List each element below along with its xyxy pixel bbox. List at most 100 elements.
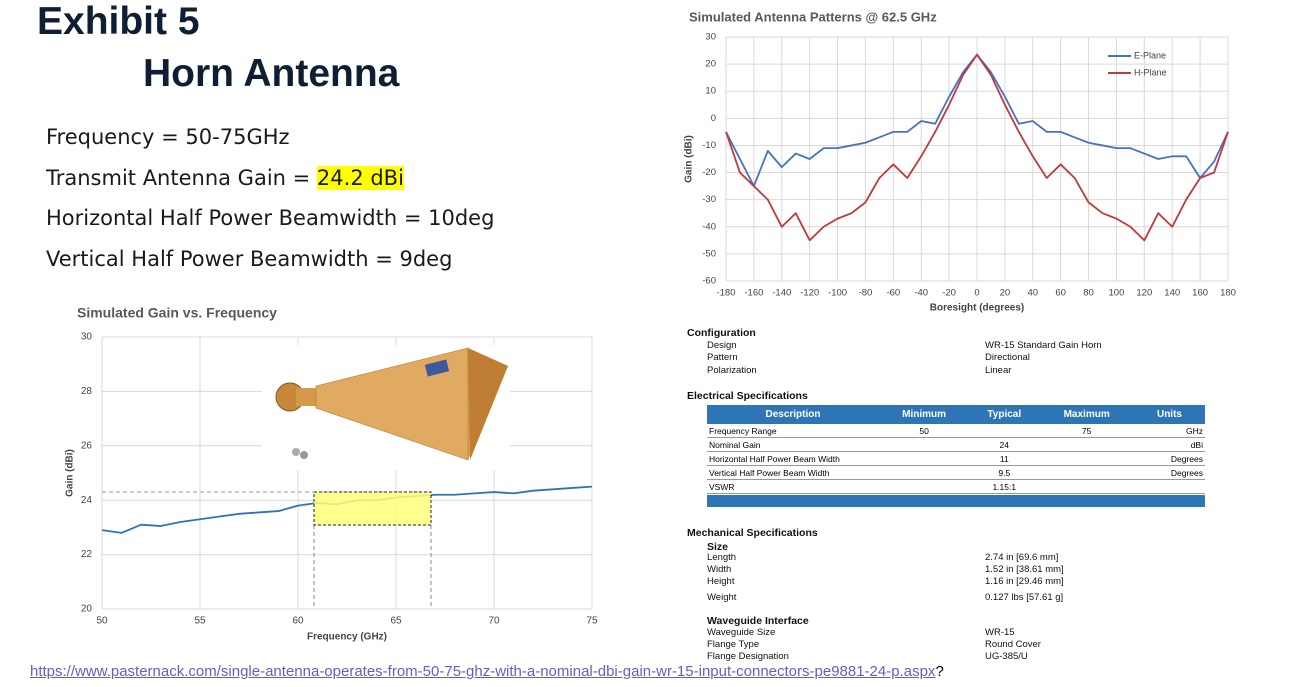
spec-key: Weight — [707, 591, 737, 603]
x-axis-label: Frequency (GHz) — [307, 632, 387, 643]
spec-value: WR-15 Standard Gain Horn — [985, 340, 1102, 351]
section-title: Mechanical Specifications — [687, 527, 818, 539]
x-tick-label: 60 — [292, 616, 304, 627]
table-cell: Degrees — [1133, 465, 1205, 480]
spec-line: Vertical Half Power Beamwidth = 9deg — [46, 247, 452, 271]
table-row: VSWR 1.15:1 — [707, 479, 1205, 494]
spec-key: Pattern — [707, 352, 738, 364]
source-link[interactable]: https://www.pasternack.com/single-antenn… — [30, 663, 936, 680]
spec-value: 0.127 lbs [57.61 g] — [985, 591, 1064, 603]
annotation — [102, 491, 432, 609]
x-tick-label: 0 — [974, 288, 979, 299]
spec-key: Flange Designation — [707, 651, 789, 662]
table-cell — [879, 451, 970, 466]
table-cell — [879, 437, 970, 452]
y-tick-label: 26 — [81, 440, 93, 451]
x-tick-label: 50 — [96, 616, 108, 627]
x-tick-label: 40 — [1027, 288, 1038, 299]
spec-key: Waveguide Size — [707, 627, 776, 638]
spec-highlight: 24.2 dBi — [316, 165, 404, 190]
x-tick-label: -180 — [716, 288, 735, 299]
x-tick-label: 75 — [586, 616, 598, 627]
spec-value: 2.74 in [69.6 mm] — [985, 552, 1059, 563]
footer: https://www.pasternack.com/single-antenn… — [30, 663, 944, 680]
horn-image — [262, 345, 510, 470]
y-tick-label: -20 — [702, 167, 716, 178]
x-tick-label: -20 — [942, 288, 956, 299]
x-axis-label: Boresight (degrees) — [930, 303, 1024, 314]
table-cell — [969, 424, 1040, 438]
spec-value: WR-15 — [985, 627, 1015, 638]
x-tick-label: 70 — [488, 616, 500, 627]
spec-key: Height — [707, 575, 735, 587]
table-cell: GHz — [1133, 424, 1205, 438]
section-title: Electrical Specifications — [687, 390, 808, 402]
table-row: Nominal Gain 24 dBi — [707, 437, 1205, 452]
legend-label: E-Plane — [1134, 50, 1166, 60]
x-tick-label: 160 — [1192, 288, 1208, 299]
y-tick-label: 24 — [81, 495, 93, 506]
x-tick-label: -60 — [886, 288, 900, 299]
table-row: Frequency Range 50 75 GHz — [707, 424, 1205, 438]
subtitle: Horn Antenna — [143, 52, 400, 95]
x-tick-label: -40 — [914, 288, 928, 299]
x-tick-label: 100 — [1109, 288, 1125, 299]
spec-text: Transmit Antenna Gain = — [46, 165, 317, 190]
legend-label: H-Plane — [1134, 67, 1167, 77]
pattern-chart: Simulated Antenna Patterns @ 62.5 GHz Gai… — [684, 9, 1236, 314]
table-footer-bar — [707, 495, 1205, 507]
y-tick-label: 20 — [705, 59, 716, 70]
table-cell: 75 — [1039, 424, 1134, 438]
x-tick-label: 60 — [1055, 288, 1066, 299]
spec-line: Horizontal Half Power Beamwidth = 10deg — [46, 206, 494, 230]
chart-title: Simulated Antenna Patterns @ 62.5 GHz — [689, 9, 937, 24]
table-cell: 1.15:1 — [969, 479, 1040, 494]
subsection-title: Size — [707, 541, 729, 553]
spec-table: Description Minimum Typical Maximum Units Fre… — [707, 405, 1205, 494]
x-tick-label: -120 — [800, 288, 819, 299]
table-cell: Vertical Half Power Beam Width — [707, 465, 879, 480]
spec-text: Frequency = 50-75GHz — [46, 125, 290, 149]
table-row: Vertical Half Power Beam Width 9.5 Degrees — [707, 465, 1205, 480]
x-tick-label: -100 — [828, 288, 847, 299]
table-cell: Nominal Gain — [707, 437, 879, 452]
y-tick-label: 20 — [81, 604, 93, 615]
x-tick-label: 55 — [194, 616, 206, 627]
x-tick-label: -140 — [772, 288, 791, 299]
y-tick-label: 10 — [705, 86, 716, 97]
table-cell: Degrees — [1133, 451, 1205, 466]
table-cell — [879, 479, 970, 494]
spec-key: Length — [707, 552, 737, 563]
spec-value: 1.16 in [29.46 mm] — [985, 575, 1064, 587]
table-cell — [1039, 465, 1134, 480]
table-row: Horizontal Half Power Beam Width 11 Degree… — [707, 451, 1205, 466]
y-tick-label: -40 — [702, 221, 716, 232]
spec-value: UG-385/U — [985, 651, 1028, 662]
spec-key: Flange Type — [707, 639, 760, 650]
section-title: Configuration — [687, 327, 756, 339]
y-tick-label: -60 — [702, 276, 716, 287]
spec-value: Directional — [985, 352, 1030, 364]
table-cell: 11 — [969, 451, 1040, 466]
table-cell: 9.5 — [969, 465, 1040, 480]
table-cell: VSWR — [707, 479, 879, 494]
x-tick-label: 80 — [1083, 288, 1094, 299]
table-cell — [1039, 479, 1134, 494]
table-cell: 50 — [879, 424, 970, 438]
column-header: Minimum — [879, 405, 970, 424]
y-tick-label: -30 — [702, 194, 716, 205]
spec-value: Linear — [985, 364, 1012, 376]
gain-chart: Simulated Gain vs. Frequency Gain (dBi) Fr… — [65, 305, 598, 643]
spec-line: Frequency = 50-75GHz — [46, 125, 290, 149]
y-tick-label: 30 — [705, 32, 716, 43]
y-axis-label: Gain (dBi) — [684, 135, 695, 183]
x-tick-label: 120 — [1136, 288, 1152, 299]
spec-value: Round Cover — [985, 639, 1041, 650]
y-tick-label: -50 — [702, 248, 716, 259]
subsection-title: Waveguide Interface — [707, 615, 809, 627]
chart-title: Simulated Gain vs. Frequency — [77, 305, 277, 321]
spec-key: Polarization — [707, 364, 757, 376]
column-header: Maximum — [1039, 405, 1134, 424]
footer-suffix: ? — [935, 663, 944, 680]
